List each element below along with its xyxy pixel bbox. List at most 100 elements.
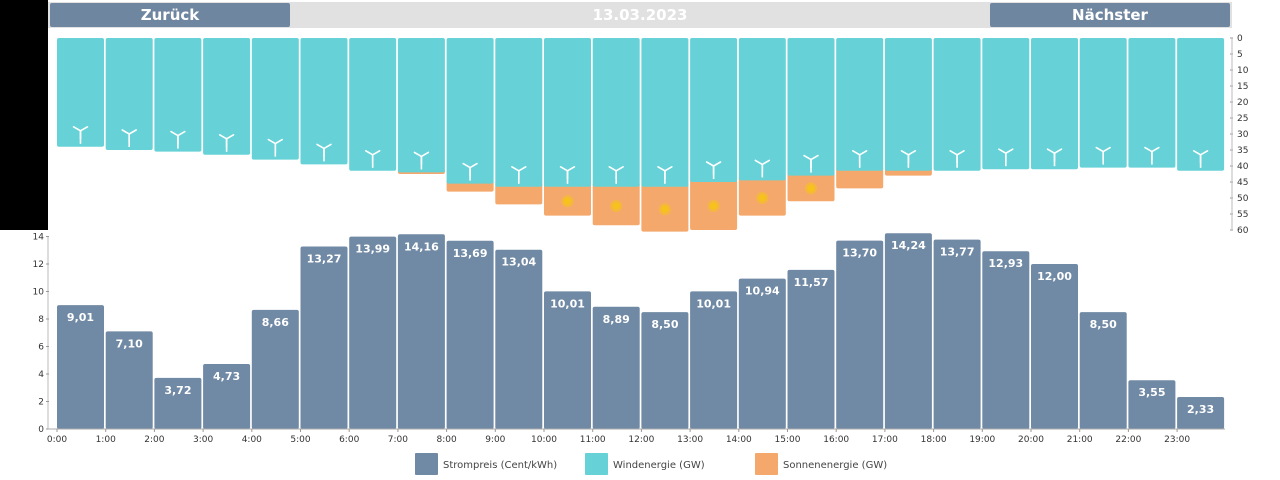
wind-turbine-icon [121, 129, 137, 147]
price-bar [203, 363, 251, 429]
turbine-blade [1102, 146, 1111, 153]
wind-turbine-icon [1095, 146, 1111, 165]
price-bar [446, 240, 494, 429]
turbine-blade [712, 161, 722, 167]
price-bar [105, 331, 153, 429]
legend-item: Sonnenenergie (GW) [755, 453, 887, 475]
energy-y-tick: 0 [1237, 34, 1243, 44]
x-tick-label: 12:00 [628, 435, 654, 445]
legend-swatch [585, 453, 608, 475]
x-tick-label: 2:00 [144, 435, 164, 445]
price-value-label: 9,01 [67, 311, 94, 324]
wind-bar [884, 38, 932, 171]
turbine-blade [323, 143, 332, 150]
turbine-blade [267, 138, 277, 145]
price-value-label: 8,89 [603, 313, 630, 326]
sun-icon [561, 195, 574, 208]
price-value-label: 4,73 [213, 370, 240, 383]
wind-bar [57, 38, 104, 147]
x-tick-label: 11:00 [580, 435, 606, 445]
turbine-blade [1095, 146, 1104, 153]
sun-core [758, 194, 766, 202]
x-tick-label: 13:00 [677, 435, 703, 445]
wind-bar [154, 38, 202, 152]
sun-icon [658, 203, 671, 216]
solar-bar [836, 166, 884, 189]
turbine-blade [566, 166, 576, 172]
wind-bar [105, 38, 153, 150]
price-y-tick: 8 [38, 315, 44, 325]
energy-y-tick: 45 [1237, 178, 1248, 188]
legend-label: Strompreis (Cent/kWh) [443, 460, 557, 471]
turbine-blade [559, 166, 569, 172]
turbine-blade [664, 166, 673, 172]
turbine-blade [517, 166, 527, 172]
price-bar [397, 234, 445, 429]
x-tick-label: 14:00 [726, 435, 752, 445]
turbine-blade [72, 126, 82, 132]
sun-core [710, 202, 718, 210]
price-value-label: 13,27 [307, 253, 342, 266]
sun-icon [805, 182, 817, 195]
x-tick-label: 17:00 [872, 435, 898, 445]
wind-turbine-icon [72, 126, 89, 144]
price-bar [787, 269, 835, 429]
wind-bar [544, 38, 591, 187]
energy-y-tick: 60 [1237, 226, 1249, 236]
x-tick-label: 18:00 [921, 435, 947, 445]
x-tick-label: 8:00 [436, 435, 456, 445]
price-value-label: 14,24 [891, 239, 926, 252]
wind-turbine-icon [803, 154, 819, 173]
price-bar [251, 309, 299, 429]
wind-bar [738, 38, 786, 181]
wind-turbine-icon [705, 161, 722, 179]
price-y-tick: 12 [33, 260, 44, 270]
price-bar [1031, 264, 1078, 429]
wind-bar [397, 38, 445, 173]
turbine-blade [761, 159, 771, 166]
x-tick-label: 22:00 [1115, 435, 1141, 445]
price-bar [1177, 396, 1225, 429]
energy-y-tick: 55 [1237, 210, 1248, 220]
turbine-blade [705, 161, 715, 167]
x-tick-label: 23:00 [1164, 435, 1190, 445]
wind-turbine-icon [851, 150, 868, 168]
back-button[interactable]: Zurück [50, 3, 290, 27]
x-tick-label: 19:00 [969, 435, 995, 445]
price-value-label: 3,55 [1138, 386, 1165, 399]
price-value-label: 12,00 [1037, 270, 1072, 283]
price-bar [836, 240, 884, 429]
price-bar [592, 306, 640, 429]
price-value-label: 10,01 [696, 297, 731, 310]
wind-bar [836, 38, 884, 171]
next-button[interactable]: Nächster [990, 3, 1230, 27]
price-value-label: 8,50 [1090, 318, 1117, 331]
turbine-blade [316, 143, 325, 150]
price-bar [57, 305, 104, 429]
wind-turbine-icon [1144, 146, 1160, 165]
price-bar [884, 233, 932, 429]
wind-bar [1128, 38, 1176, 168]
turbine-blade [1053, 148, 1063, 154]
turbine-blade [371, 150, 381, 156]
sun-icon [756, 192, 769, 204]
wind-bar [641, 38, 689, 187]
legend-swatch [755, 453, 778, 475]
x-tick-label: 10:00 [531, 435, 557, 445]
turbine-blade [128, 129, 137, 135]
wind-bar [1177, 38, 1225, 171]
wind-bar [251, 38, 299, 160]
wind-turbine-icon [316, 143, 332, 162]
turbine-blade [907, 150, 917, 156]
price-value-label: 13,04 [501, 256, 536, 269]
legend-label: Windenergie (GW) [613, 460, 705, 471]
price-value-label: 13,99 [355, 243, 390, 256]
price-value-label: 12,93 [988, 257, 1023, 270]
wind-turbine-icon [267, 138, 284, 157]
price-bar [349, 236, 397, 429]
turbine-blade [177, 130, 186, 137]
turbine-blade [1192, 150, 1202, 156]
energy-y-tick: 40 [1237, 162, 1249, 172]
wind-bar [592, 38, 640, 187]
